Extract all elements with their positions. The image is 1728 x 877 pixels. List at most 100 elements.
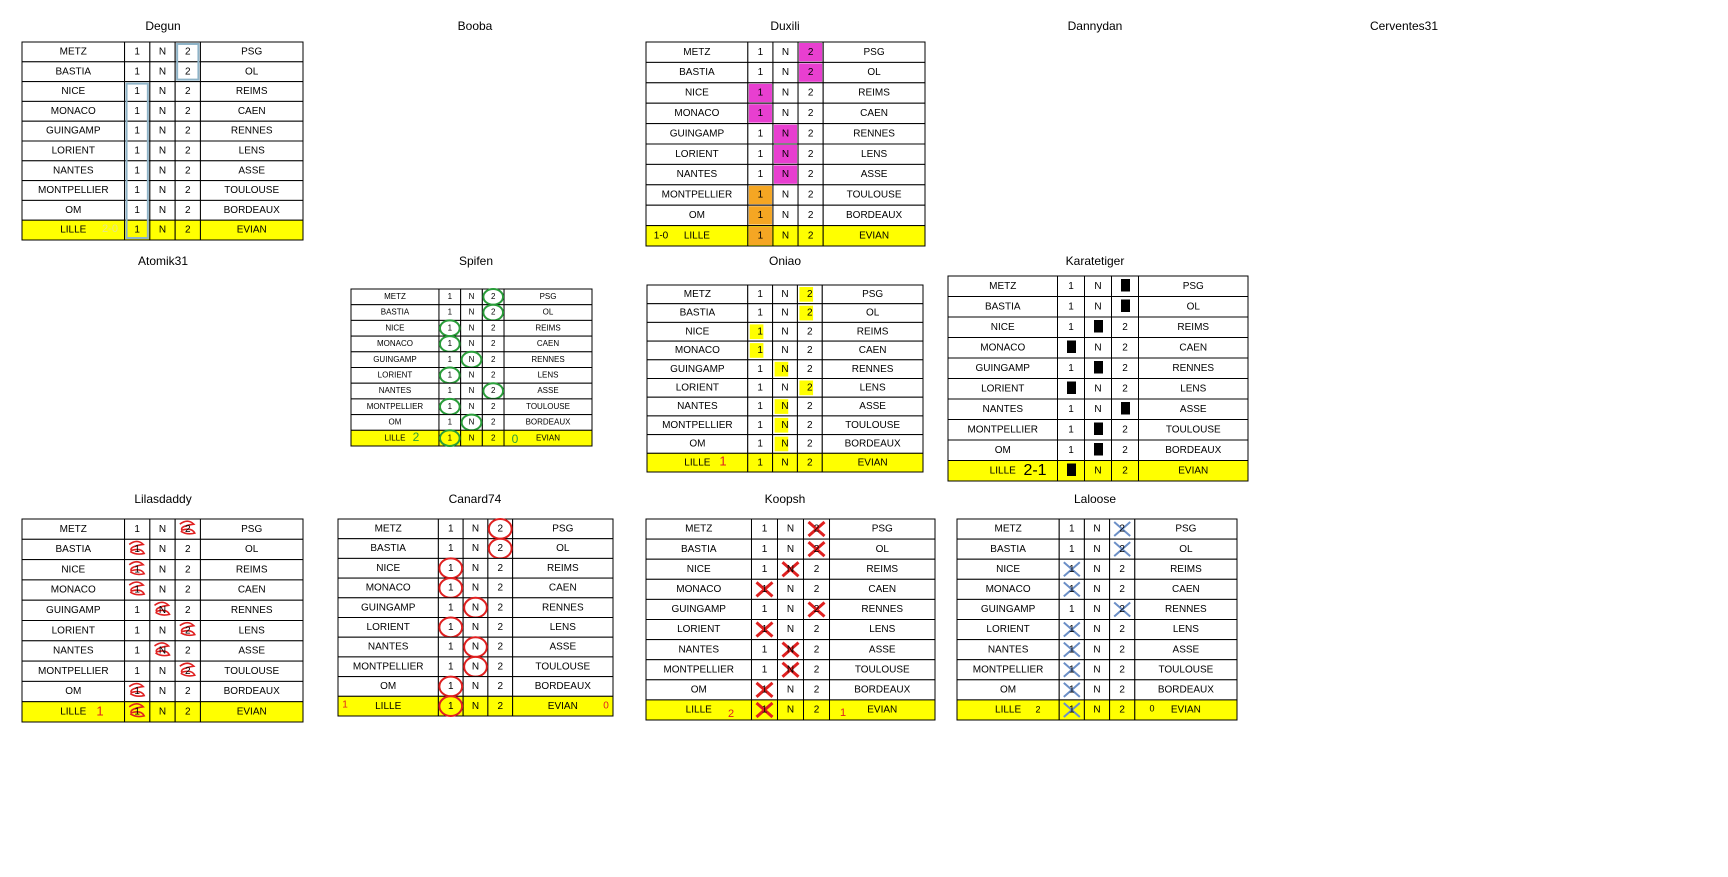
pick-mark (749, 455, 764, 470)
odds-cell: N (469, 433, 475, 442)
player-name: Spifen (459, 254, 493, 268)
home-team: NANTES (368, 642, 409, 653)
odds-cell: N (472, 701, 479, 712)
odds-cell: 2 (491, 386, 496, 395)
home-team: MONACO (377, 339, 413, 348)
away-team: CAEN (549, 583, 577, 594)
odds-cell: N (159, 66, 166, 77)
home-team: MONACO (674, 108, 719, 119)
home-team: OM (389, 418, 402, 427)
pick-mark (799, 305, 814, 321)
odds-cell: N (782, 190, 789, 201)
odds-cell: 1 (448, 339, 453, 348)
away-team: TOULOUSE (845, 420, 900, 431)
odds-cell: 1 (448, 681, 454, 692)
home-team: BASTIA (680, 308, 716, 319)
away-team: ASSE (549, 642, 576, 653)
odds-cell: N (159, 564, 166, 575)
odds-cell: 2 (491, 323, 496, 332)
odds-cell: N (1094, 281, 1101, 292)
odds-cell: N (1093, 604, 1100, 615)
home-team: LORIENT (378, 370, 413, 379)
home-team: NANTES (678, 644, 719, 655)
player-name: Atomik31 (138, 254, 188, 268)
odds-cell: 1 (758, 67, 764, 78)
odds-cell: 2 (808, 149, 814, 160)
away-team: RENNES (1165, 604, 1207, 615)
home-team: GUINGAMP (976, 363, 1031, 374)
pick-mark (1063, 621, 1081, 638)
home-team: MONTPELLIER (662, 190, 733, 201)
pick-mark (807, 541, 826, 558)
home-team: METZ (684, 289, 711, 300)
away-team: RENNES (852, 364, 894, 375)
home-team: BASTIA (679, 67, 715, 78)
home-team: MONACO (675, 345, 720, 356)
odds-cell: 1 (1069, 604, 1075, 615)
odds-cell: N (787, 524, 794, 535)
away-team: ASSE (861, 169, 888, 180)
pick-mark (179, 621, 196, 637)
pick-mark (438, 695, 464, 718)
odds-cell: N (781, 401, 788, 412)
home-team: LILLE (375, 701, 401, 712)
home-team: NANTES (379, 386, 411, 395)
odds-cell: N (159, 86, 166, 97)
away-team: RENNES (531, 355, 564, 364)
player-name: Laloose (1074, 492, 1116, 506)
odds-cell: 2 (185, 86, 191, 97)
score-note: 0 (512, 432, 519, 446)
odds-cell: 2 (807, 308, 813, 319)
home-team: MONTPELLIER (38, 666, 109, 677)
odds-cell: 2 (814, 604, 820, 615)
odds-cell: 1 (1068, 281, 1074, 292)
odds-cell: N (159, 646, 166, 657)
pick-mark (748, 104, 772, 123)
home-team: OM (995, 445, 1011, 456)
odds-cell: 2 (497, 523, 503, 534)
away-team: ASSE (1180, 404, 1207, 415)
odds-cell: N (781, 439, 788, 450)
odds-cell: N (472, 563, 479, 574)
odds-cell: 1 (762, 664, 768, 675)
odds-cell: N (781, 345, 788, 356)
odds-cell: N (781, 308, 788, 319)
score-note: 0 (603, 701, 609, 712)
home-team: NANTES (988, 644, 1029, 655)
odds-cell: 1 (448, 386, 453, 395)
away-team: EVIAN (1178, 465, 1208, 476)
odds-cell: 1 (762, 644, 768, 655)
home-team: MONTPELLIER (663, 664, 734, 675)
pick-mark (1113, 521, 1131, 537)
odds-cell: N (159, 544, 166, 555)
home-team: BASTIA (990, 544, 1026, 555)
odds-cell: N (787, 705, 794, 716)
odds-cell: 2 (497, 701, 503, 712)
away-team: RENNES (853, 128, 895, 139)
odds-cell: 1 (1069, 584, 1075, 595)
odds-cell: 2 (491, 355, 496, 364)
away-team: PSG (1175, 524, 1196, 535)
odds-cell: 2 (808, 47, 814, 58)
score-note: 1 (342, 700, 348, 711)
home-team: NICE (996, 564, 1020, 575)
odds-cell: 2 (807, 457, 813, 468)
player-name: Degun (145, 19, 180, 33)
odds-cell: 2 (808, 128, 814, 139)
pick-mark (1063, 661, 1081, 678)
odds-cell: 2 (491, 308, 496, 317)
odds-cell: 2 (497, 642, 503, 653)
away-team: RENNES (231, 126, 273, 137)
away-team: TOULOUSE (855, 664, 910, 675)
away-team: CAEN (1179, 342, 1207, 353)
home-team: MONTPELLIER (662, 420, 733, 431)
away-team: CAEN (1172, 584, 1200, 595)
away-team: BORDEAUX (854, 684, 910, 695)
odds-cell: N (781, 457, 788, 468)
odds-cell: N (1093, 644, 1100, 655)
odds-cell: N (787, 564, 794, 575)
odds-cell: 1 (758, 169, 764, 180)
odds-cell: 2 (497, 563, 503, 574)
odds-cell: 2 (497, 602, 503, 613)
odds-cell: 1 (762, 564, 768, 575)
